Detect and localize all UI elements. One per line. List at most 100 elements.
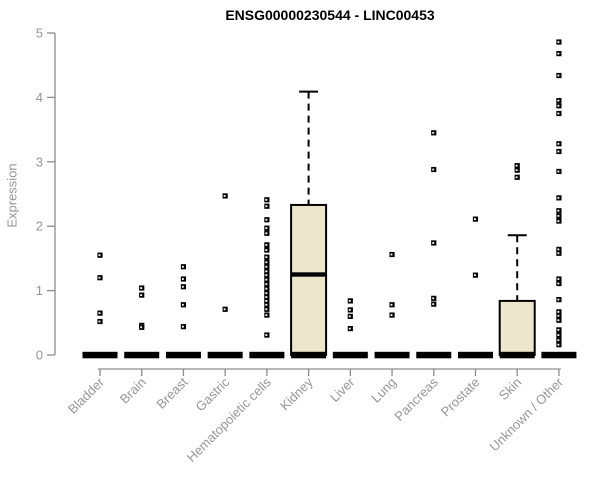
data-point-center — [265, 249, 268, 251]
data-point-center — [348, 327, 351, 330]
data-point-center — [181, 303, 184, 306]
data-point-center — [473, 218, 476, 221]
zero-bar — [457, 351, 493, 359]
data-point-center — [557, 343, 560, 346]
data-point-center — [265, 243, 268, 246]
data-point-center — [265, 261, 268, 264]
data-point-center — [557, 112, 560, 115]
data-point-center — [432, 168, 435, 171]
data-point-center — [265, 287, 268, 290]
data-point-center — [181, 325, 184, 328]
data-point-center — [557, 298, 560, 301]
data-point-center — [432, 303, 435, 306]
x-category-label: Breast — [153, 374, 190, 411]
zero-bar — [374, 351, 410, 359]
data-point-center — [140, 326, 143, 329]
data-point-center — [348, 315, 351, 318]
x-category-label: Unknown / Other — [486, 374, 566, 454]
y-tick-label: 5 — [36, 26, 43, 41]
data-point-center — [515, 169, 518, 172]
data-point-center — [181, 278, 184, 280]
data-point-center — [265, 314, 268, 316]
zero-bar — [332, 351, 368, 359]
data-point-center — [348, 309, 351, 311]
data-point-center — [557, 52, 560, 55]
chart-title: ENSG00000230544 - LINC00453 — [225, 7, 435, 23]
zero-bar — [165, 351, 201, 359]
data-point-center — [557, 214, 560, 217]
data-point-center — [557, 150, 560, 153]
data-point-center — [223, 308, 226, 311]
data-point-center — [265, 308, 268, 311]
y-tick-label: 2 — [36, 219, 43, 234]
data-point-center — [265, 300, 268, 302]
data-point-center — [515, 176, 518, 179]
data-point-center — [557, 339, 560, 342]
data-point-center — [265, 205, 268, 208]
x-category-label: Skin — [496, 375, 524, 403]
box-10 — [498, 299, 536, 356]
x-category-label: Pancreas — [391, 374, 441, 424]
data-point-center — [432, 242, 435, 244]
data-point-center — [181, 265, 184, 268]
data-point-center — [390, 253, 393, 256]
zero-bar — [416, 351, 452, 359]
data-point-center — [557, 196, 560, 199]
data-point-center — [557, 282, 560, 285]
x-category-label: Liver — [327, 374, 358, 405]
data-point-center — [557, 220, 560, 222]
data-point-center — [265, 218, 268, 221]
data-point-center — [140, 294, 143, 297]
data-point-center — [140, 287, 143, 289]
data-point-center — [557, 209, 560, 212]
data-point-center — [265, 270, 268, 273]
data-point-center — [557, 310, 560, 313]
zero-bar — [207, 351, 243, 359]
data-point-center — [557, 74, 560, 77]
zero-bar — [124, 351, 160, 359]
data-point-center — [265, 296, 268, 298]
x-category-label: Prostate — [438, 375, 483, 420]
zero-bar — [291, 351, 327, 359]
data-point-center — [265, 256, 268, 259]
data-point-center — [557, 104, 560, 107]
data-point-center — [557, 252, 560, 255]
data-point-center — [557, 142, 560, 145]
data-point-center — [348, 300, 351, 302]
data-point-center — [265, 283, 268, 286]
data-point-center — [557, 328, 560, 331]
y-tick-label: 0 — [36, 348, 43, 363]
data-point-center — [265, 303, 268, 306]
data-point-center — [432, 297, 435, 300]
data-point-center — [265, 227, 268, 230]
data-point-center — [432, 131, 435, 134]
data-point-center — [181, 285, 184, 288]
data-point-center — [515, 164, 518, 167]
data-point-center — [557, 41, 560, 43]
zero-bar — [249, 351, 285, 359]
data-point-center — [557, 314, 560, 317]
data-point-center — [557, 334, 560, 336]
x-category-label: Lung — [368, 375, 399, 406]
data-point-center — [265, 334, 268, 336]
zero-bar — [499, 351, 535, 359]
box-5 — [290, 203, 328, 356]
y-tick-label: 3 — [36, 154, 43, 169]
zero-bar — [541, 351, 577, 359]
data-point-center — [557, 319, 560, 322]
data-point-center — [265, 265, 268, 268]
data-point-center — [265, 292, 268, 295]
data-point-center — [98, 254, 101, 257]
data-point-center — [98, 276, 101, 279]
x-category-label: Gastric — [193, 374, 233, 414]
median-line — [291, 272, 327, 277]
data-point-center — [265, 274, 268, 277]
data-point-center — [473, 274, 476, 277]
data-point-center — [390, 314, 393, 316]
data-point-center — [390, 303, 393, 306]
data-point-center — [265, 278, 268, 281]
data-point-center — [265, 232, 268, 235]
x-category-label: Kidney — [277, 374, 316, 413]
